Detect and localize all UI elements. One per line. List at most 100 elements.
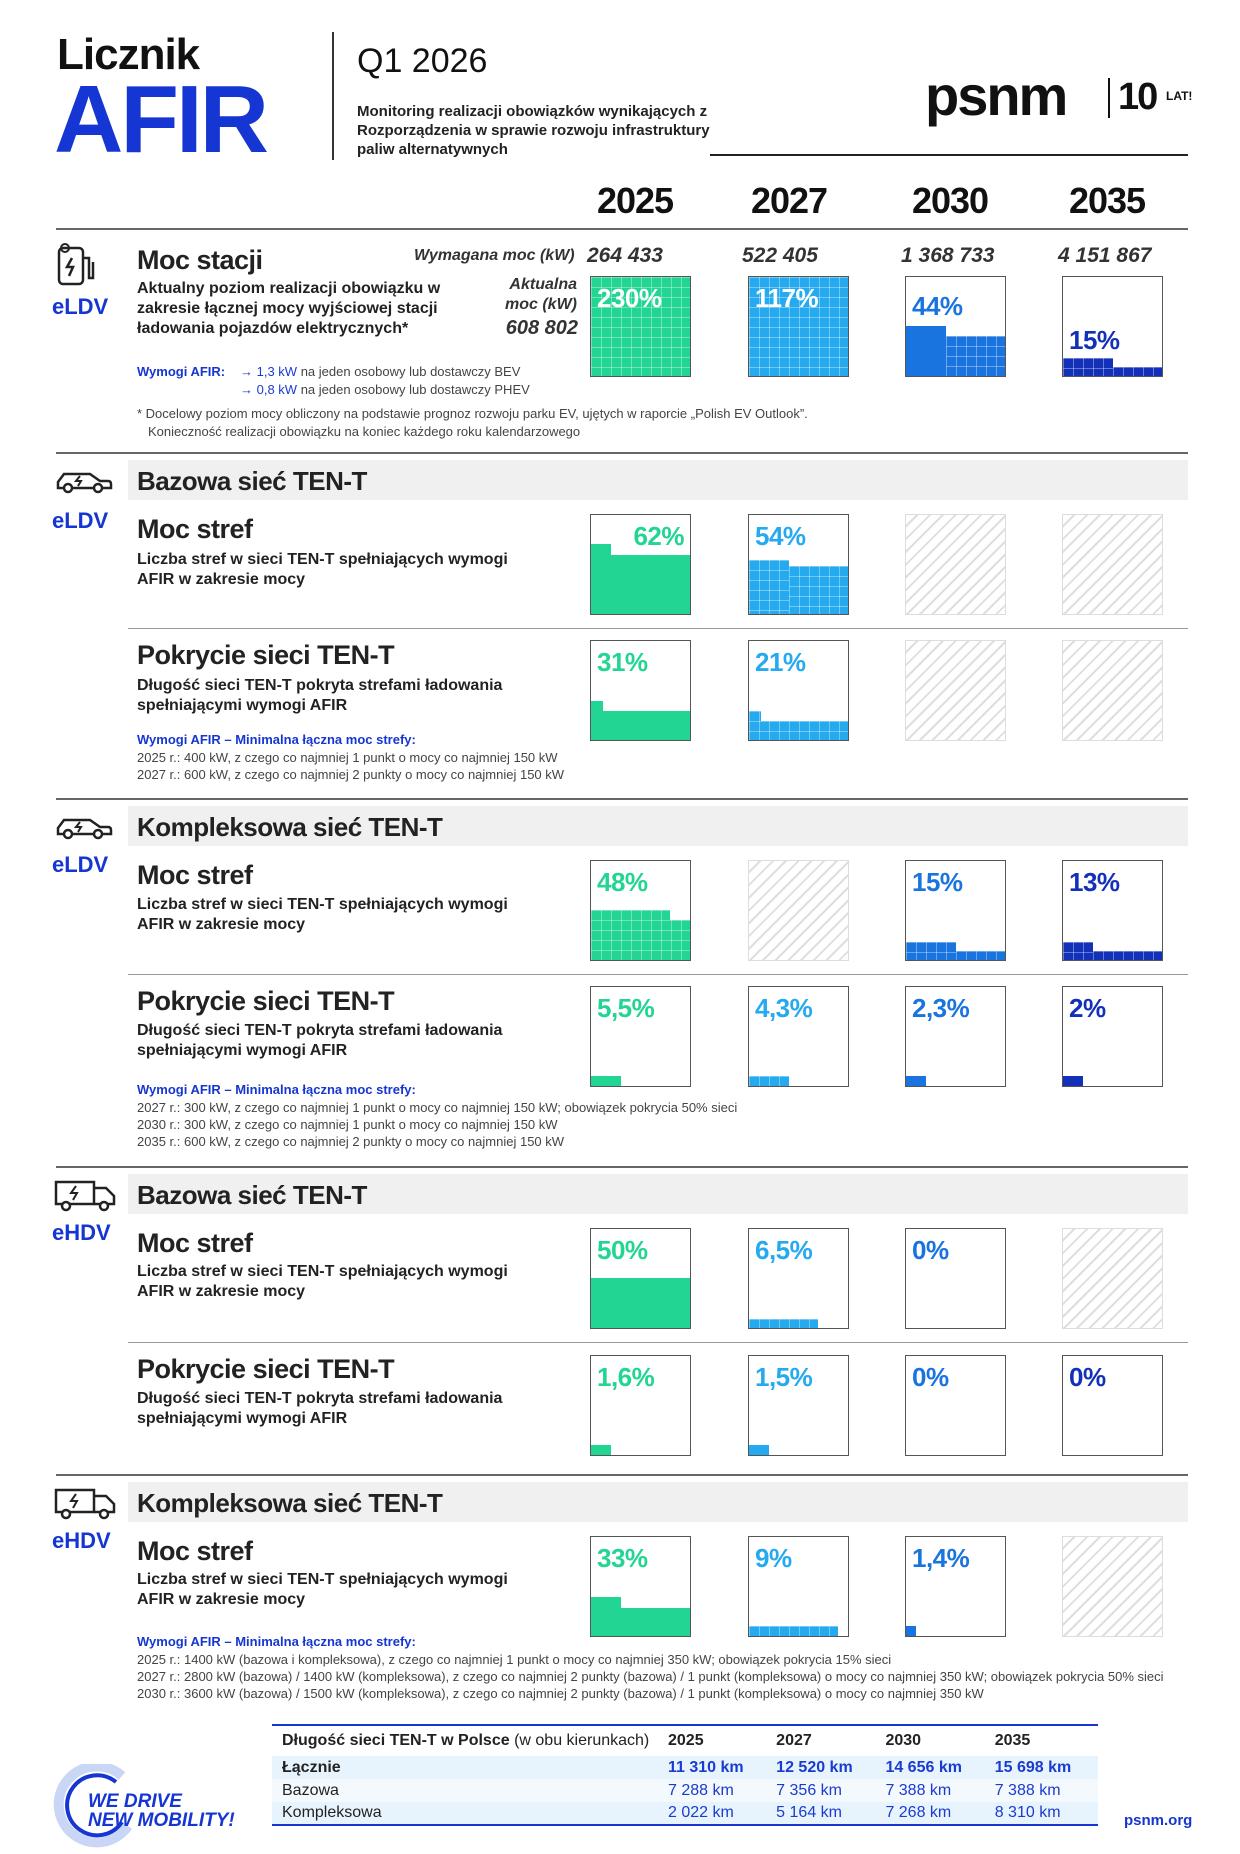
s2-moc-pct-2030: 15% [912,867,963,897]
table-header-year: 2030 [885,1732,922,1749]
s3-pokr-pct-2027: 1,5% [755,1362,813,1392]
section-rule [56,452,1188,454]
fill-step [591,701,603,740]
s1-moc-pct-2027: 54% [755,521,806,551]
s2-moc-box-2035: 13% [1062,860,1163,961]
s3-pokr-pct-2035: 0% [1069,1362,1106,1392]
s4-req-line: 2027 r.: 2800 kW (bazowa) / 1400 kW (kom… [137,1669,1164,1684]
section-rule [56,1166,1188,1168]
moc-stref-title: Moc stref [137,514,253,544]
s3-pokr-box-2025: 1,6% [590,1355,691,1456]
s1-pokr-box-2030-na [905,640,1006,741]
s2-moc-box-2027-na [748,860,849,961]
station-req-label: Wymogi AFIR: [137,364,226,379]
slogan-swirl-icon [52,1761,142,1853]
section-title: Kompleksowa sieć TEN-T [137,1488,443,1518]
fill-bar [1063,1076,1083,1086]
table-row: Łącznie 11 310 km 12 520 km 14 656 km 15… [272,1756,1098,1779]
station-pct-2025: 230% [597,283,662,313]
table-cell: 7 388 km [885,1781,952,1799]
section-band [128,806,1188,846]
s4-moc-box-2035-na [1062,1536,1163,1637]
table-row: Kompleksowa 2 022 km 5 164 km 7 268 km 8… [272,1802,1098,1825]
table-row-label: Bazowa [282,1781,339,1799]
year-2025: 2025 [596,180,674,221]
table-row-label: Łącznie [282,1758,341,1776]
title-afir: AFIR [54,66,269,173]
s1-req-head: Wymogi AFIR – Minimalna łączna moc stref… [137,732,416,747]
car-charging-icon [54,812,114,847]
s4-moc-box-2025: 33% [590,1536,691,1637]
s1-moc-box-2035-na [1062,514,1163,615]
station-footnote2: Konieczność realizacji obowiązku na koni… [148,424,581,439]
table-cell: 7 388 km [994,1781,1061,1799]
station-box-2027: 117% [748,276,849,377]
header-description: Monitoring realizacji obowiązków wynikaj… [357,103,710,158]
s3-pokr-box-2030: 0% [905,1355,1006,1456]
ten-t-table: Długość sieci TEN-T w Polsce (w obu kier… [272,1724,1098,1826]
fill-bar [906,1076,926,1086]
required-2035: 4 151 867 [1058,244,1152,267]
section-title: Kompleksowa sieć TEN-T [137,812,443,842]
year-2030: 2030 [911,180,989,221]
s3-moc-pct-2027: 6,5% [755,1235,813,1265]
s4-req-line: 2025 r.: 1400 kW (bazowa i kompleksowa),… [137,1652,892,1667]
s3-moc-box-2027: 6,5% [748,1228,849,1329]
header-divider [332,32,334,160]
s3-moc-box-2025: 50% [590,1228,691,1329]
station-footnote1: * Docelowy poziom mocy obliczony na pods… [137,406,808,421]
psnm-logo: psnm [925,64,1068,127]
fill-bar [749,1445,769,1455]
table-cell: 2 022 km [668,1804,734,1821]
title-licznik: Licznik [57,30,200,79]
required-2030: 1 368 733 [901,244,995,267]
station-box-2035: 15% [1062,276,1163,377]
table-cell: 14 656 km [885,1758,962,1776]
site-link[interactable]: psnm.org [1124,1812,1193,1829]
s3-pokr-box-2035: 0% [1062,1355,1163,1456]
fill-bar [591,1445,611,1455]
vehicle-type-label: eLDV [52,294,109,319]
charger-icon [54,242,98,293]
s2-moc-pct-2025: 48% [597,867,648,897]
moc-stref-description: Liczba stref w sieci TEN-T spełniających… [137,1571,508,1608]
s1-req-line: 2025 r.: 400 kW, z czego co najmniej 1 p… [137,750,558,765]
pokrycie-description: Długość sieci TEN-T pokryta strefami ład… [137,677,503,714]
year-2035: 2035 [1068,180,1146,221]
s1-moc-pct-2025: 62% [633,521,684,551]
s2-req-line: 2027 r.: 300 kW, z czego co najmniej 1 p… [137,1100,738,1115]
table-row: Bazowa 7 288 km 7 356 km 7 388 km 7 388 … [272,1779,1098,1802]
section-rule [56,1474,1188,1476]
s2-moc-pct-2035: 13% [1069,867,1120,897]
s2-pokr-box-2027: 4,3% [748,986,849,1087]
truck-charging-icon [54,1178,118,1219]
moc-stref-description: Liczba stref w sieci TEN-T spełniających… [137,551,508,588]
fill-step [591,1597,621,1636]
vehicle-type-label: eLDV [52,852,109,877]
s3-moc-box-2030: 0% [905,1228,1006,1329]
section-title: Bazowa sieć TEN-T [137,1180,367,1210]
s2-req-head: Wymogi AFIR – Minimalna łączna moc stref… [137,1082,416,1097]
table-cell: 15 698 km [994,1758,1072,1776]
required-2027: 522 405 [742,244,818,267]
s4-moc-pct-2027: 9% [755,1543,792,1573]
slogan: WE DRIVE NEW MOBILITY! [88,1791,235,1831]
current-power-value: 608 802 [505,317,578,339]
table-cell: 7 268 km [885,1804,952,1821]
required-power-label: Wymagana moc (kW) [414,247,575,264]
s4-moc-box-2027: 9% [748,1536,849,1637]
table-cell: 7 356 km [776,1781,842,1799]
fill-bar [1063,951,1162,960]
s1-req-line: 2027 r.: 600 kW, z czego co najmniej 2 p… [137,767,565,782]
s3-moc-pct-2025: 50% [597,1235,648,1265]
fill-bar [591,1076,621,1086]
table-row-label: Kompleksowa [282,1804,382,1821]
s2-pokr-pct-2027: 4,3% [755,993,813,1023]
s2-pokr-box-2025: 5,5% [590,986,691,1087]
s2-req-line: 2035 r.: 600 kW, z czego co najmniej 2 p… [137,1134,565,1149]
pokrycie-description: Długość sieci TEN-T pokryta strefami ład… [137,1022,503,1059]
station-box-2030: 44% [905,276,1006,377]
fill-bar [906,951,1005,960]
s1-pokr-box-2035-na [1062,640,1163,741]
fill-step [591,544,611,614]
